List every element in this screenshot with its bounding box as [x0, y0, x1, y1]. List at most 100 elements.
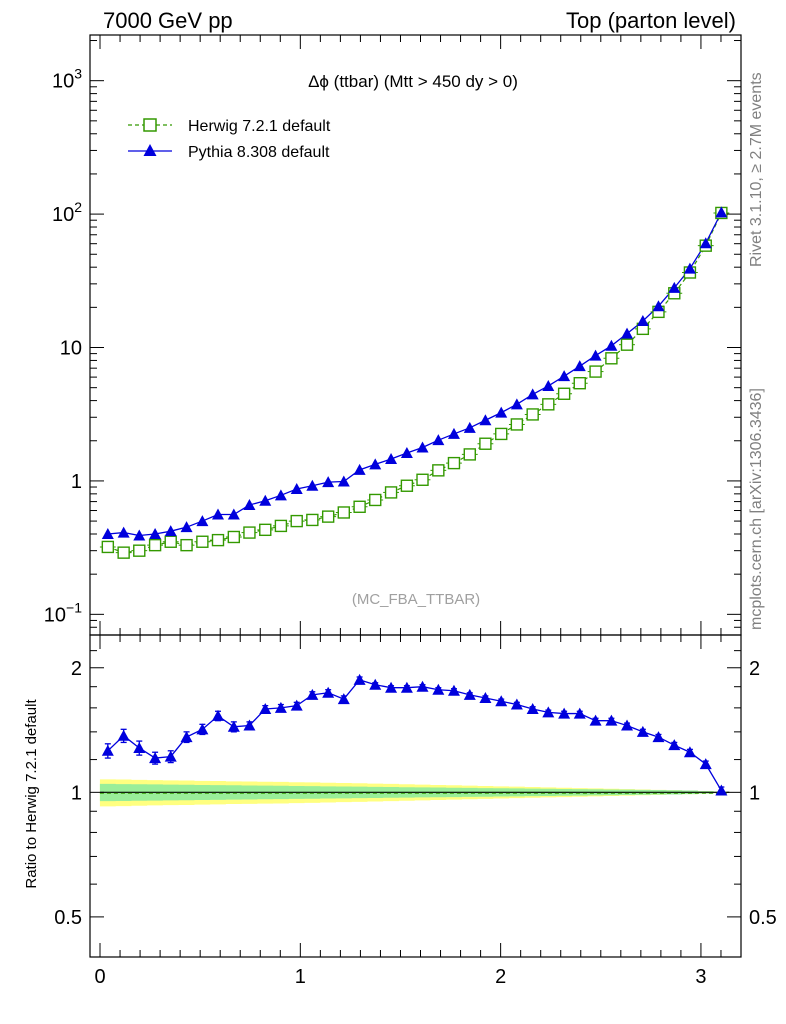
herwig-point [321, 510, 335, 523]
legend-herwig-label: Herwig 7.2.1 default [188, 118, 331, 135]
pythia-point [463, 421, 476, 433]
pythia-point [306, 479, 319, 491]
herwig-point [164, 535, 177, 548]
ratio-pythia-point [589, 714, 602, 726]
ratio-pythia-point [416, 680, 429, 692]
herwig-point [211, 533, 225, 547]
mcplots-reference-label: mcplots.cern.ch [arXiv:1306.3436] [748, 388, 765, 630]
herwig-point [259, 523, 272, 537]
pythia-point [605, 339, 618, 351]
ratio-pythia-point [274, 701, 287, 713]
ratio-pythia-point [290, 699, 303, 711]
herwig-point [605, 352, 618, 365]
herwig-point [557, 387, 571, 400]
ratio-y-axis-label: Ratio to Herwig 7.2.1 default [23, 699, 40, 889]
pythia-point [416, 441, 429, 453]
pythia-point [589, 349, 602, 361]
pythia-point [495, 406, 508, 418]
pythia-point [668, 281, 681, 293]
pythia-point [510, 398, 523, 410]
herwig-point [510, 418, 524, 431]
herwig-point [290, 514, 303, 528]
herwig-point [306, 513, 319, 527]
legend: Herwig 7.2.1 default Pythia 8.308 defaul… [128, 118, 331, 161]
ratio-y-tick-label-left: 1 [71, 782, 82, 804]
ratio-pythia-point [196, 723, 209, 735]
ratio-pythia-point [117, 729, 130, 741]
ratio-pythia-point [180, 731, 193, 743]
herwig-point [416, 473, 429, 486]
pythia-point [447, 427, 460, 439]
pythia-point [683, 262, 696, 274]
main-y-tick-label: 10−1 [44, 599, 82, 626]
herwig-point [117, 546, 130, 559]
ratio-pythia-point [306, 688, 319, 700]
ratio-pythia-point [668, 739, 681, 751]
ratio-pythia-line [107, 679, 722, 791]
herwig-point [463, 448, 476, 461]
herwig-point [479, 437, 492, 450]
analysis-watermark: (MC_FBA_TTBAR) [352, 591, 480, 608]
ratio-pythia-point [400, 681, 413, 693]
ratio-pythia-point [385, 681, 398, 693]
pythia-point [353, 463, 366, 475]
herwig-point [369, 493, 382, 507]
herwig-point [589, 365, 602, 378]
ratio-plot-frame [89, 634, 742, 958]
pythia-point [149, 528, 162, 540]
herwig-point [196, 535, 209, 548]
herwig-point [180, 538, 193, 552]
ratio-pythia-point [479, 692, 492, 704]
pythia-point [369, 458, 382, 470]
ratio-y-tick-label-left: 0.5 [54, 907, 82, 929]
herwig-point [573, 377, 586, 390]
ratio-pythia-point [621, 719, 634, 731]
x-tick-label: 0 [94, 966, 105, 988]
herwig-point [243, 526, 256, 539]
pythia-point [526, 388, 539, 400]
herwig-point [384, 486, 398, 499]
pythia-point [117, 526, 130, 538]
x-tick-label: 1 [295, 966, 306, 988]
pythia-point [652, 300, 665, 312]
ratio-pythia-point [683, 746, 696, 758]
ratio-pythia-point [369, 678, 382, 690]
legend-pythia-marker [143, 144, 157, 156]
pythia-point [337, 475, 350, 487]
herwig-point [337, 506, 350, 519]
herwig-point [495, 427, 508, 441]
ratio-pythia-point [526, 702, 539, 714]
herwig-point [148, 538, 162, 552]
ratio-pythia-point [510, 698, 523, 710]
pythia-point [164, 525, 177, 537]
ratio-pythia-point [432, 683, 445, 695]
header-right-label: Top (parton level) [566, 8, 736, 33]
herwig-point [227, 530, 241, 544]
ratio-pythia-point [164, 750, 177, 762]
pythia-point [211, 508, 224, 520]
ratio-pythia-point [699, 758, 712, 770]
ratio-pythia-point [463, 688, 476, 700]
x-tick-label: 3 [695, 966, 706, 988]
ratio-pythia-point [133, 741, 146, 753]
legend-herwig-marker [143, 118, 157, 132]
herwig-point [133, 544, 146, 557]
ratio-pythia-point [636, 725, 649, 737]
pythia-point [558, 370, 571, 382]
main-plot-title: Δϕ (ttbar) (Mtt > 450 dy > 0) [308, 72, 518, 91]
herwig-point [526, 408, 539, 421]
ratio-pythia-point [149, 752, 162, 764]
ratio-pythia-point [353, 673, 366, 685]
ratio-pythia-point [101, 744, 114, 756]
pythia-point [180, 521, 193, 533]
pythia-point [385, 452, 398, 464]
ratio-pythia-point [322, 686, 335, 698]
pythia-point [290, 482, 303, 494]
ratio-y-tick-label-right: 1 [749, 782, 760, 804]
ratio-pythia-point [259, 702, 272, 714]
pythia-point [101, 528, 114, 540]
pythia-point [432, 434, 445, 446]
ratio-pythia-point [573, 707, 586, 719]
ratio-pythia-point [337, 693, 350, 705]
